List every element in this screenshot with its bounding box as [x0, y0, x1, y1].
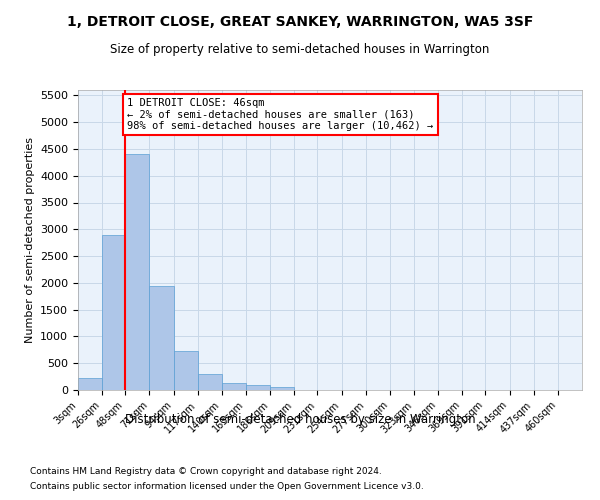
Bar — [246, 385, 270, 390]
Bar — [102, 234, 125, 390]
Text: Size of property relative to semi-detached houses in Warrington: Size of property relative to semi-detach… — [110, 42, 490, 56]
Text: Contains public sector information licensed under the Open Government Licence v3: Contains public sector information licen… — [30, 482, 424, 491]
Text: Contains HM Land Registry data © Crown copyright and database right 2024.: Contains HM Land Registry data © Crown c… — [30, 467, 382, 476]
Y-axis label: Number of semi-detached properties: Number of semi-detached properties — [25, 137, 35, 343]
Bar — [149, 286, 173, 390]
Text: 1, DETROIT CLOSE, GREAT SANKEY, WARRINGTON, WA5 3SF: 1, DETROIT CLOSE, GREAT SANKEY, WARRINGT… — [67, 15, 533, 29]
Bar — [222, 383, 246, 390]
Bar — [125, 154, 149, 390]
Text: 1 DETROIT CLOSE: 46sqm
← 2% of semi-detached houses are smaller (163)
98% of sem: 1 DETROIT CLOSE: 46sqm ← 2% of semi-deta… — [127, 98, 434, 131]
Bar — [173, 351, 198, 390]
Bar — [198, 374, 222, 390]
Bar — [270, 387, 294, 390]
Text: Distribution of semi-detached houses by size in Warrington: Distribution of semi-detached houses by … — [125, 412, 475, 426]
Bar — [78, 378, 102, 390]
